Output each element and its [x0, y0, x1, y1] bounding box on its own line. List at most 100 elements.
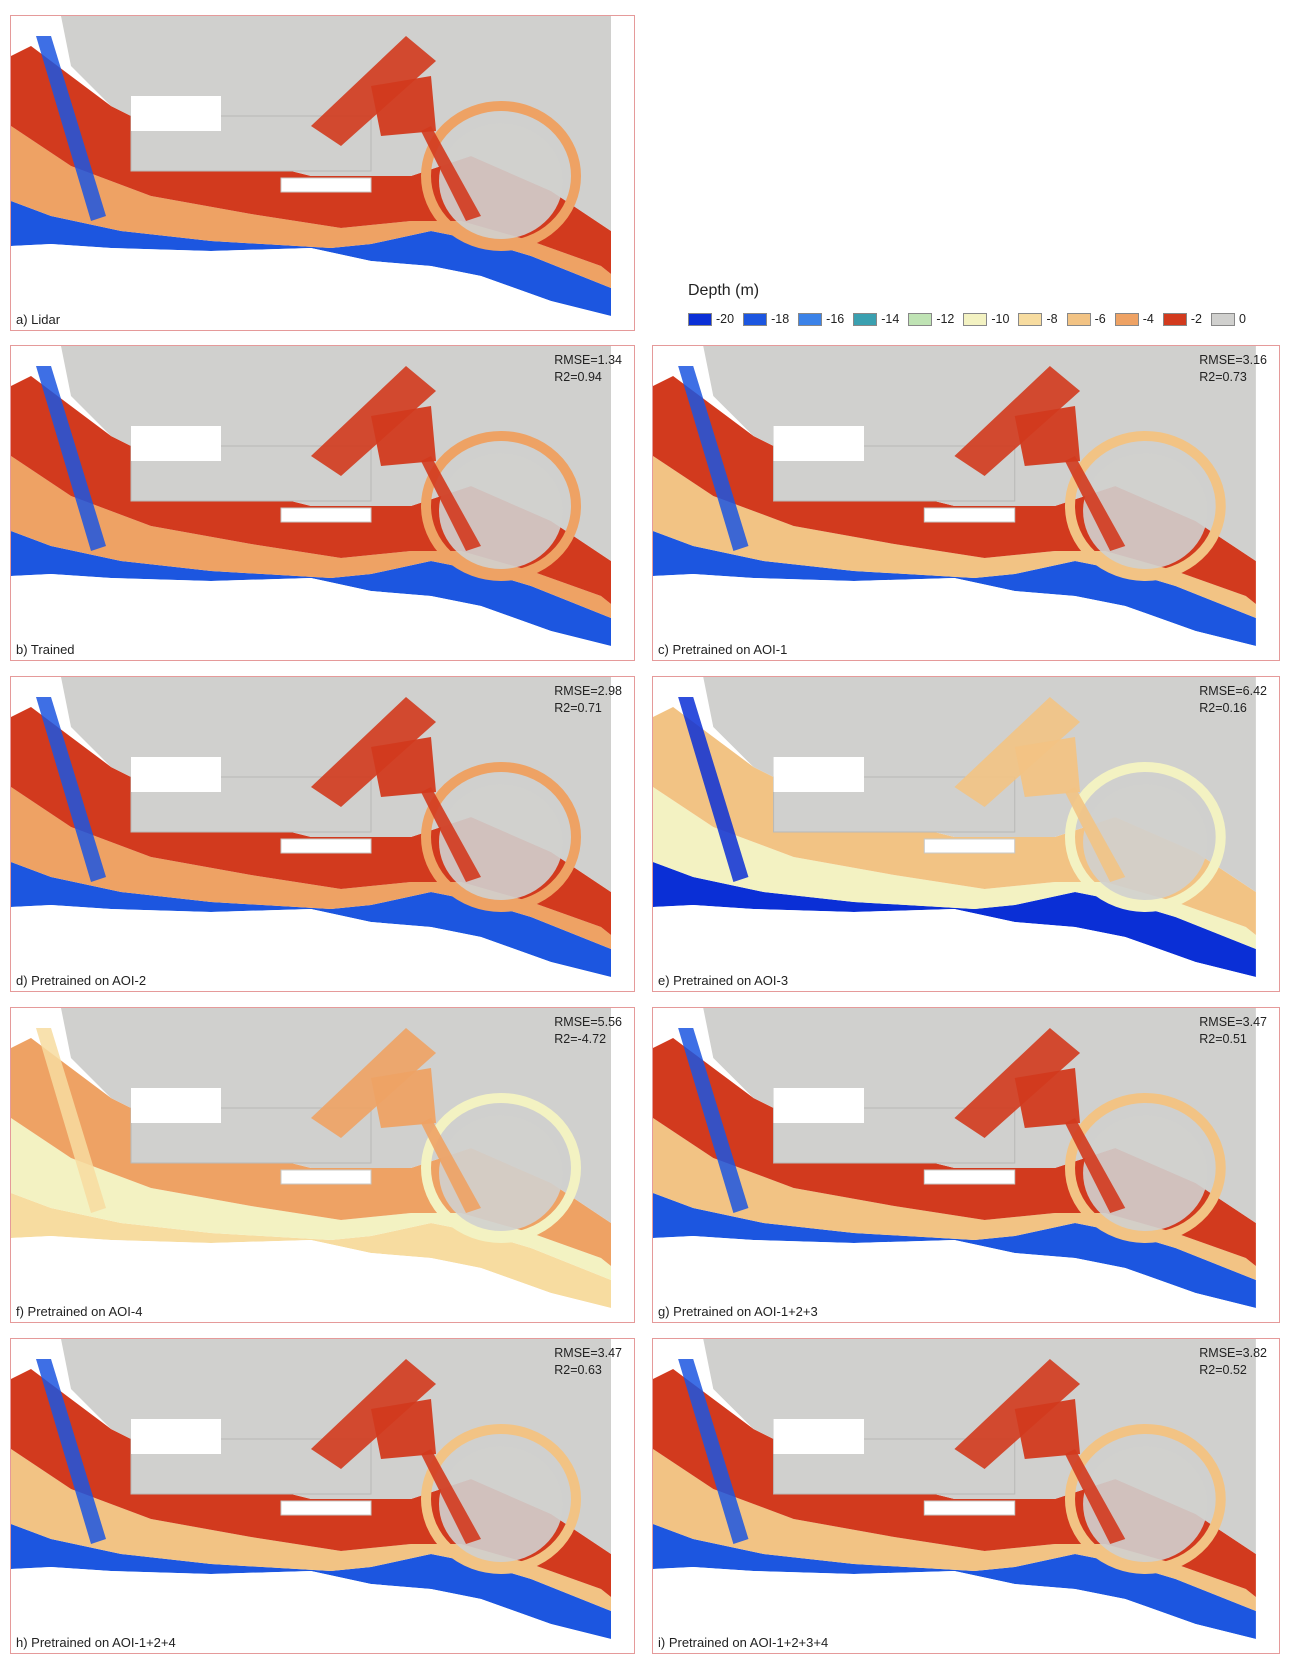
depth-map-a [11, 16, 633, 330]
no-data-area [653, 1236, 1278, 1322]
mid-depth-zone [653, 456, 1256, 618]
depth-legend: Depth (m) -20 -18 -16 -14 -12 -10 -8 -6 -4 -2 0 [688, 282, 1248, 342]
reef-basin [1014, 1399, 1081, 1459]
legend-label: -10 [991, 312, 1010, 326]
legend-item: -18 [743, 312, 789, 326]
metrics-box: RMSE=3.47 R2=0.63 [554, 1345, 622, 1379]
depth-map-d [11, 677, 633, 991]
reef-basin [371, 1068, 436, 1128]
lagoon-ring [421, 1093, 581, 1243]
land-void [773, 426, 865, 461]
panel-b: RMSE=1.34 R2=0.94 b) Trained [10, 345, 635, 661]
panel-f: RMSE=5.56 R2=-4.72 f) Pretrained on AOI-… [10, 1007, 635, 1323]
metrics-box: RMSE=1.34 R2=0.94 [554, 352, 622, 386]
rmse-value: RMSE=2.98 [554, 684, 622, 698]
land-void [131, 96, 221, 131]
legend-swatch [853, 312, 878, 326]
lagoon-channel [1064, 1449, 1126, 1544]
rmse-value: RMSE=3.16 [1199, 353, 1267, 367]
panel-g: RMSE=3.47 R2=0.51 g) Pretrained on AOI-1… [652, 1007, 1280, 1323]
r2-value: R2=0.63 [554, 1363, 602, 1377]
panel-caption: e) Pretrained on AOI-3 [658, 973, 789, 988]
r2-value: R2=0.51 [1199, 1032, 1247, 1046]
mid-depth-zone [11, 126, 611, 288]
panel-caption: b) Trained [16, 642, 75, 657]
channel [678, 366, 749, 551]
lagoon-ring [421, 762, 581, 912]
metrics-box: RMSE=5.56 R2=-4.72 [554, 1014, 622, 1048]
legend-swatch [1162, 312, 1187, 326]
lagoon-channel [421, 456, 481, 551]
no-data-area [11, 574, 633, 660]
r2-value: R2=0.52 [1199, 1363, 1247, 1377]
panel-c: RMSE=3.16 R2=0.73 c) Pretrained on AOI-1 [652, 345, 1280, 661]
legend-item: -8 [1018, 312, 1058, 326]
land-void [131, 1419, 221, 1454]
rmse-value: RMSE=3.47 [1199, 1015, 1267, 1029]
deep-water-zone [653, 1193, 1256, 1308]
lagoon-ring [421, 431, 581, 581]
legend-label: 0 [1238, 312, 1246, 326]
no-data-area [11, 1236, 633, 1322]
reef-basin [371, 737, 436, 797]
depth-map-g [653, 1008, 1278, 1322]
reef-basin [371, 406, 436, 466]
no-data-area [653, 905, 1278, 991]
panel-caption: g) Pretrained on AOI-1+2+3 [658, 1304, 818, 1319]
legend-item: -10 [963, 312, 1009, 326]
panel-i: RMSE=3.82 R2=0.52 i) Pretrained on AOI-1… [652, 1338, 1280, 1654]
legend-item: -12 [908, 312, 954, 326]
legend-swatch [798, 312, 823, 326]
lagoon-ring [421, 101, 581, 251]
legend-label: -14 [881, 312, 900, 326]
legend-item: 0 [1210, 312, 1246, 326]
r2-value: R2=0.71 [554, 701, 602, 715]
lagoon-channel [1064, 456, 1126, 551]
legend-swatch [908, 312, 933, 326]
lagoon-ring [1064, 1093, 1226, 1243]
legend-item: -6 [1066, 312, 1106, 326]
channel [36, 1028, 106, 1213]
depth-map-c [653, 346, 1278, 660]
legend-swatch [1114, 312, 1139, 326]
mid-depth-zone [11, 1118, 611, 1280]
legend-item: -4 [1114, 312, 1154, 326]
r2-value: R2=0.94 [554, 370, 602, 384]
lagoon-channel [1064, 787, 1126, 882]
reef-basin [371, 1399, 436, 1459]
runway-strip [280, 507, 372, 523]
legend-label: -6 [1094, 312, 1106, 326]
deep-water-zone [11, 862, 611, 977]
panel-a: a) Lidar [10, 15, 635, 331]
rmse-value: RMSE=1.34 [554, 353, 622, 367]
metrics-box: RMSE=3.82 R2=0.52 [1199, 1345, 1267, 1379]
reef-basin [371, 76, 436, 136]
legend-swatch [743, 312, 768, 326]
metrics-box: RMSE=3.16 R2=0.73 [1199, 352, 1267, 386]
lagoon-ring [1064, 762, 1226, 912]
legend-swatch [1066, 312, 1091, 326]
panel-caption: a) Lidar [16, 312, 61, 327]
r2-value: R2=0.16 [1199, 701, 1247, 715]
deep-water-zone [11, 531, 611, 646]
legend-item: -20 [688, 312, 734, 326]
r2-value: R2=0.73 [1199, 370, 1247, 384]
legend-label: -4 [1142, 312, 1154, 326]
no-data-area [11, 905, 633, 991]
depth-map-e [653, 677, 1278, 991]
lagoon-channel [421, 1118, 481, 1213]
mid-depth-zone [11, 456, 611, 618]
rmse-value: RMSE=3.82 [1199, 1346, 1267, 1360]
legend-label: -2 [1190, 312, 1202, 326]
no-data-area [11, 1567, 633, 1653]
runway-strip [923, 1169, 1016, 1185]
channel [36, 36, 106, 221]
land-void [131, 757, 221, 792]
lagoon-channel [421, 1449, 481, 1544]
panel-e: RMSE=6.42 R2=0.16 e) Pretrained on AOI-3 [652, 676, 1280, 992]
metrics-box: RMSE=6.42 R2=0.16 [1199, 683, 1267, 717]
lagoon-channel [421, 126, 481, 221]
mid-depth-zone [653, 1118, 1256, 1280]
rmse-value: RMSE=3.47 [554, 1346, 622, 1360]
deep-water-zone [653, 1524, 1256, 1639]
